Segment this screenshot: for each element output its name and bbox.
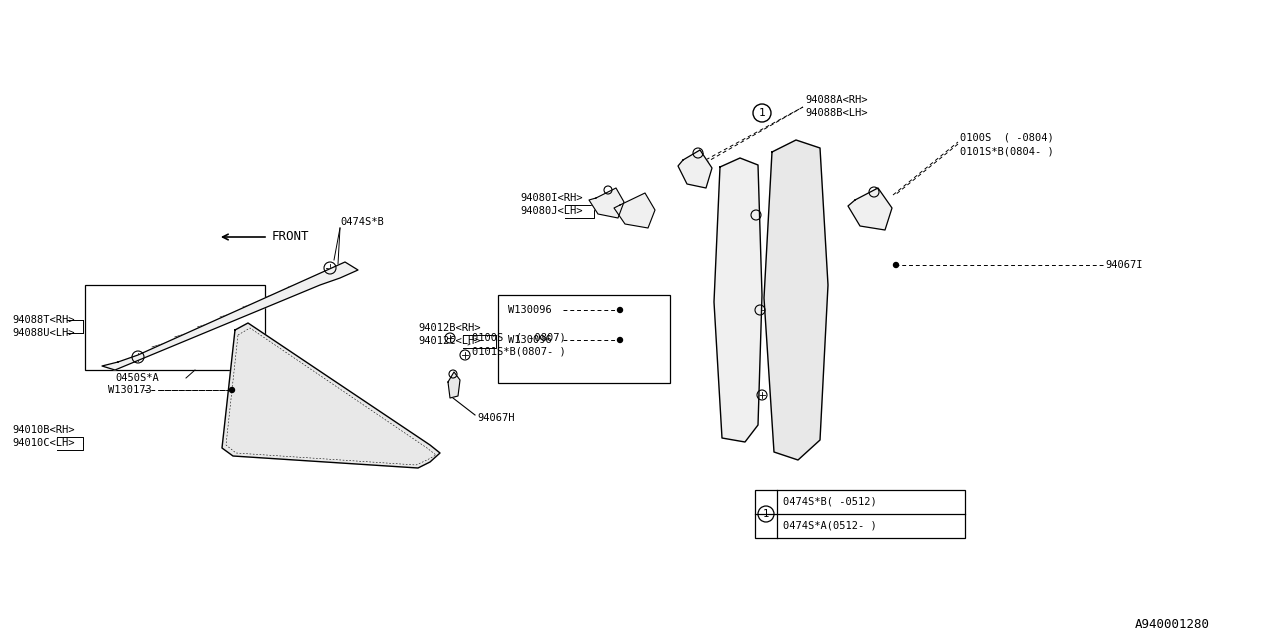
Polygon shape xyxy=(221,323,440,468)
Polygon shape xyxy=(678,150,712,188)
Text: 94088B<LH>: 94088B<LH> xyxy=(805,108,868,118)
Text: 94012C<LH>: 94012C<LH> xyxy=(419,336,480,346)
Text: 1: 1 xyxy=(763,509,769,519)
Text: 94012B<RH>: 94012B<RH> xyxy=(419,323,480,333)
Text: W130096: W130096 xyxy=(508,335,552,345)
Polygon shape xyxy=(589,188,625,218)
Text: W130173: W130173 xyxy=(108,385,152,395)
Circle shape xyxy=(893,262,899,268)
Text: 0474S*A(0512- ): 0474S*A(0512- ) xyxy=(783,521,877,531)
Bar xyxy=(498,295,669,383)
Text: 94080J<LH>: 94080J<LH> xyxy=(520,206,582,216)
Text: 94088U<LH>: 94088U<LH> xyxy=(12,328,74,338)
Text: FRONT: FRONT xyxy=(273,230,310,243)
Text: 1: 1 xyxy=(759,108,765,118)
Text: 94088T<RH>: 94088T<RH> xyxy=(12,315,74,325)
Text: 94067H: 94067H xyxy=(477,413,515,423)
Text: 0100S  ( -0807): 0100S ( -0807) xyxy=(472,333,566,343)
Bar xyxy=(755,490,965,538)
Text: A940001280: A940001280 xyxy=(1135,618,1210,632)
Text: W130096: W130096 xyxy=(508,305,552,315)
Text: 0450S*A: 0450S*A xyxy=(115,373,159,383)
Circle shape xyxy=(229,387,234,392)
Polygon shape xyxy=(614,193,655,228)
Circle shape xyxy=(617,307,622,312)
Text: 94010B<RH>: 94010B<RH> xyxy=(12,425,74,435)
Bar xyxy=(84,285,265,370)
Text: 0101S*B(0804- ): 0101S*B(0804- ) xyxy=(960,146,1053,156)
Polygon shape xyxy=(448,372,460,398)
Text: 0101S*B(0807- ): 0101S*B(0807- ) xyxy=(472,346,566,356)
Text: 0100S  ( -0804): 0100S ( -0804) xyxy=(960,133,1053,143)
Polygon shape xyxy=(714,158,762,442)
Text: 0474S*B: 0474S*B xyxy=(340,217,384,227)
Text: 94088A<RH>: 94088A<RH> xyxy=(805,95,868,105)
Circle shape xyxy=(617,337,622,342)
Text: 94010C<LH>: 94010C<LH> xyxy=(12,438,74,448)
Text: 0474S*B( -0512): 0474S*B( -0512) xyxy=(783,497,877,507)
Polygon shape xyxy=(849,188,892,230)
Polygon shape xyxy=(764,140,828,460)
Text: 94067I: 94067I xyxy=(1105,260,1143,270)
Text: 94080I<RH>: 94080I<RH> xyxy=(520,193,582,203)
Polygon shape xyxy=(102,262,358,370)
